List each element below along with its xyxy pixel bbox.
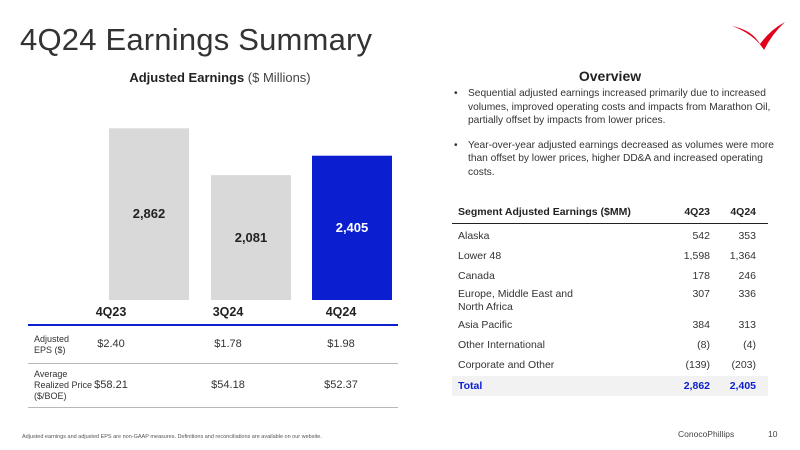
segment-value: (8) xyxy=(697,339,710,351)
category-label: 3Q24 xyxy=(212,305,244,319)
metric-value: $1.98 xyxy=(327,338,355,350)
segment-row: Other International (8) (4) xyxy=(452,338,768,358)
segment-name: Corporate and Other xyxy=(458,359,555,371)
slide-title: 4Q24 Earnings Summary xyxy=(20,22,373,57)
segment-header-label: Segment Adjusted Earnings ($MM) xyxy=(458,206,631,218)
segment-name: Lower 48 xyxy=(458,250,502,262)
metric-label: Average Realized Price ($/BOE) xyxy=(34,369,93,401)
segment-header-col: 4Q24 xyxy=(730,206,756,218)
segment-row: Asia Pacific 384 313 xyxy=(452,318,768,338)
segment-value: 336 xyxy=(738,288,756,300)
segment-value: (203) xyxy=(731,359,756,371)
metric-label: Adjusted EPS ($) xyxy=(34,334,70,355)
metrics-row-eps: Adjusted EPS ($) $2.40 $1.78 $1.98 xyxy=(28,326,398,364)
segment-name: Other International xyxy=(458,339,545,351)
overview-bullets: • Sequential adjusted earnings increased… xyxy=(452,87,787,190)
metric-value: $2.40 xyxy=(97,338,125,350)
segment-name: Alaska xyxy=(458,230,490,242)
adjusted-earnings-chart xyxy=(109,128,392,300)
category-label: 4Q23 xyxy=(95,305,127,319)
logo-swoosh xyxy=(732,22,785,50)
segment-value: 307 xyxy=(692,288,710,300)
segment-value: (139) xyxy=(685,359,710,371)
metric-value: $1.78 xyxy=(214,338,242,350)
segment-name: Canada xyxy=(458,270,495,282)
bar-value-label: 2,081 xyxy=(234,229,268,245)
segment-value: 1,598 xyxy=(683,250,710,262)
chart-heading-unit: ($ Millions) xyxy=(244,70,311,85)
segment-row: Corporate and Other (139) (203) xyxy=(452,358,768,378)
footer-brand: ConocoPhillips xyxy=(678,429,735,439)
category-axis: 4Q23 3Q24 4Q24 xyxy=(28,300,398,326)
bar-value-label: 2,862 xyxy=(132,206,166,222)
segment-total-row: Total 2,862 2,405 xyxy=(452,376,768,396)
metric-value: $54.18 xyxy=(211,379,245,391)
metrics-row-price: Average Realized Price ($/BOE) $58.21 $5… xyxy=(28,364,398,408)
segment-total-value: 2,862 xyxy=(683,380,710,392)
bar-4Q24 xyxy=(312,155,392,300)
segment-total-label: Total xyxy=(458,380,483,392)
segment-value: 542 xyxy=(692,230,710,242)
page-number: 10 xyxy=(768,429,778,439)
metric-value: $52.37 xyxy=(324,379,358,391)
category-label: 4Q24 xyxy=(325,305,357,319)
segment-value: 384 xyxy=(692,319,710,331)
segment-row: Canada 178 246 xyxy=(452,266,768,286)
segment-table-header: Segment Adjusted Earnings ($MM) 4Q23 4Q2… xyxy=(452,202,768,224)
segment-value: 178 xyxy=(692,270,710,282)
segment-row: Alaska 542 353 xyxy=(452,226,768,246)
bar-value-label: 2,405 xyxy=(335,219,369,235)
chart-heading-bold: Adjusted Earnings xyxy=(129,70,245,85)
segment-value: 246 xyxy=(738,270,756,282)
bar-4Q23 xyxy=(109,128,189,300)
bullet-dot: • xyxy=(454,88,458,99)
segment-value: (4) xyxy=(743,339,756,351)
overview-bullet: • Sequential adjusted earnings increased… xyxy=(452,87,787,128)
overview-heading: Overview xyxy=(578,68,642,84)
segment-row: Lower 48 1,598 1,364 xyxy=(452,246,768,266)
chart-heading: Adjusted Earnings ($ Millions) xyxy=(0,70,440,85)
segment-header-col: 4Q23 xyxy=(684,206,710,218)
segment-value: 353 xyxy=(738,230,756,242)
segment-name: Europe, Middle East and North Africa xyxy=(458,288,573,313)
segment-value: 1,364 xyxy=(729,250,756,262)
overview-bullet-text: Sequential adjusted earnings increased p… xyxy=(468,88,771,126)
bar-3Q24 xyxy=(211,175,291,300)
bullet-dot: • xyxy=(454,139,458,151)
overview-bullet-text: Year-over-year adjusted earnings decreas… xyxy=(468,139,774,178)
segment-total-value: 2,405 xyxy=(729,380,756,392)
segment-row: Europe, Middle East and North Africa 307… xyxy=(452,286,768,318)
conocophillips-logo xyxy=(732,22,785,50)
overview-bullet: • Year-over-year adjusted earnings decre… xyxy=(452,139,787,180)
segment-value: 313 xyxy=(738,319,756,331)
metric-value: $58.21 xyxy=(94,379,128,391)
segment-name: Asia Pacific xyxy=(458,319,513,331)
footnote: Adjusted earnings and adjusted EPS are n… xyxy=(22,434,322,440)
